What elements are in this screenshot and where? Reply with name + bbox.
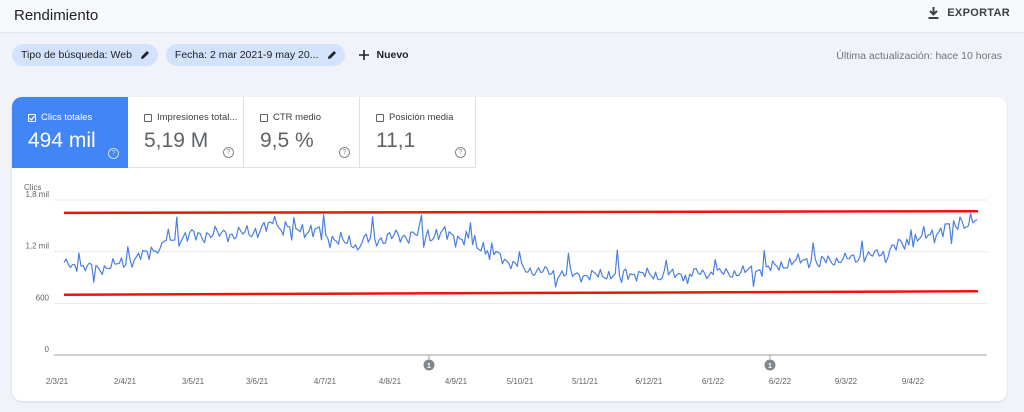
- help-icon[interactable]: ?: [108, 148, 119, 159]
- download-icon: [928, 7, 939, 19]
- metric-impressions[interactable]: Impresiones total... 5,19 M ?: [128, 97, 244, 168]
- annotation-marker: [423, 359, 435, 371]
- x-tick-label: 9/3/22: [835, 377, 858, 386]
- edit-icon: [327, 51, 336, 59]
- annotation-marker-label: 1: [427, 363, 431, 370]
- y-tick-label: 1,2 mil: [25, 242, 49, 251]
- metric-label: Impresiones total...: [157, 112, 238, 123]
- metric-label-row: Posición media: [376, 112, 453, 123]
- annotation-trend-line: [63, 290, 979, 296]
- metric-value: 494 mil: [28, 129, 96, 152]
- page-title: Rendimiento: [14, 7, 99, 24]
- y-tick-label: 0: [45, 345, 50, 354]
- edit-icon: [140, 51, 149, 59]
- search-type-filter-label: Tipo de búsqueda: Web: [21, 49, 132, 61]
- x-tick-label: 6/12/21: [636, 377, 663, 386]
- metric-total-clicks[interactable]: Clics totales 494 mil ?: [12, 97, 128, 168]
- metric-label-row: CTR medio: [260, 112, 321, 123]
- annotation-trend-line: [63, 209, 979, 215]
- date-filter-label: Fecha: 2 mar 2021-9 may 20...: [174, 49, 319, 61]
- export-button[interactable]: EXPORTAR: [928, 7, 1010, 19]
- help-icon[interactable]: ?: [223, 147, 234, 158]
- x-tick-label: 4/9/21: [445, 377, 468, 386]
- metric-value: 5,19 M: [144, 129, 209, 152]
- x-tick-label: 4/8/21: [379, 377, 402, 386]
- filter-bar: Tipo de búsqueda: Web Fecha: 2 mar 2021-…: [12, 44, 409, 66]
- export-label: EXPORTAR: [947, 7, 1010, 19]
- plus-icon: [358, 50, 369, 60]
- metric-label: CTR medio: [273, 112, 322, 123]
- metric-value: 11,1: [376, 129, 416, 152]
- x-tick-label: 5/11/21: [572, 377, 599, 386]
- search-type-filter-chip[interactable]: Tipo de búsqueda: Web: [12, 44, 158, 66]
- checkbox-icon[interactable]: [376, 113, 384, 122]
- top-bar: Rendimiento EXPORTAR: [0, 0, 1024, 33]
- help-icon[interactable]: ?: [339, 147, 350, 158]
- last-update-text: Última actualización: hace 10 horas: [836, 50, 1002, 62]
- x-tick-label: 6/2/22: [769, 377, 792, 386]
- x-tick-label: 3/6/21: [246, 377, 269, 386]
- performance-card: Clics totales 494 mil ? Impresiones tota…: [12, 97, 1007, 401]
- x-tick-label: 9/4/22: [902, 377, 925, 386]
- date-filter-chip[interactable]: Fecha: 2 mar 2021-9 may 20...: [165, 44, 345, 66]
- clicks-line-chart: Clics 0 600 1,2 mil 1,8 mil 2/3/21 2/4/21 3/5/2…: [24, 183, 987, 386]
- x-tick-label: 2/3/21: [46, 377, 69, 386]
- checkbox-checked-icon[interactable]: [28, 113, 36, 122]
- checkbox-icon[interactable]: [260, 113, 268, 122]
- new-filter-label: Nuevo: [376, 49, 409, 61]
- y-axis-label: Clics: [24, 183, 41, 192]
- help-icon[interactable]: ?: [455, 147, 466, 158]
- metric-value: 9,5 %: [260, 129, 314, 152]
- checkbox-icon[interactable]: [144, 113, 152, 122]
- metric-label: Posición media: [389, 112, 454, 123]
- annotation-marker-label: 1: [768, 363, 772, 370]
- new-filter-button[interactable]: Nuevo: [358, 49, 409, 61]
- metric-position[interactable]: Posición media 11,1 ?: [360, 97, 476, 168]
- annotation-marker: [764, 359, 776, 371]
- x-tick-label: 4/7/21: [314, 377, 337, 386]
- metric-label-row: Impresiones total...: [144, 112, 237, 123]
- x-tick-label: 6/1/22: [702, 377, 725, 386]
- x-tick-label: 2/4/21: [114, 377, 137, 386]
- series-line-clics-totales: [63, 212, 978, 288]
- y-tick-label: 600: [36, 293, 50, 302]
- metric-label: Clics totales: [41, 112, 93, 123]
- metric-ctr[interactable]: CTR medio 9,5 % ?: [244, 97, 360, 168]
- y-tick-label: 1,8 mil: [25, 190, 49, 199]
- x-tick-label: 3/5/21: [182, 377, 205, 386]
- x-tick-label: 5/10/21: [507, 377, 534, 386]
- metric-label-row: Clics totales: [28, 112, 92, 123]
